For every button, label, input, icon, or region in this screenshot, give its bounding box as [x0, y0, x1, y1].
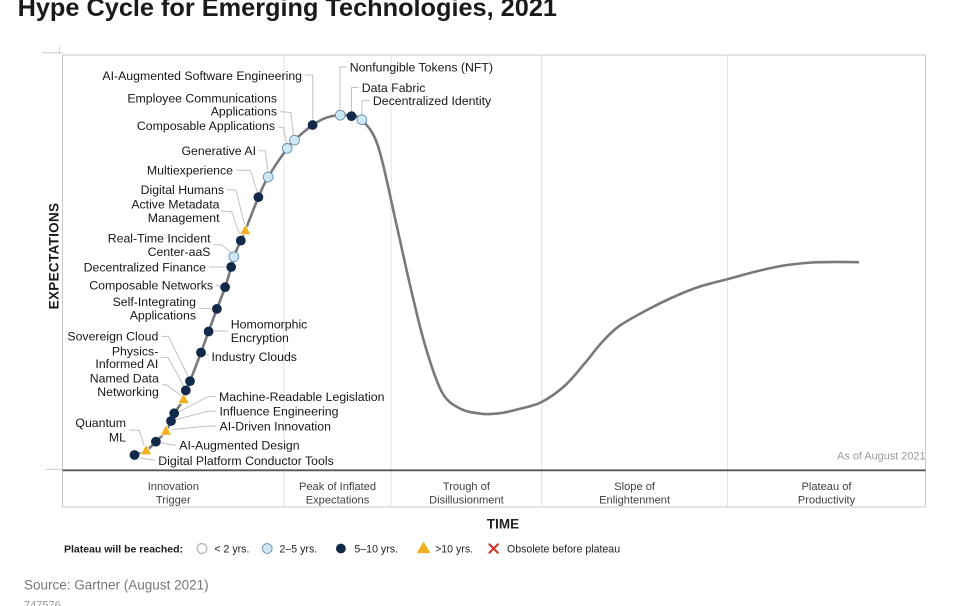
svg-text:Influence Engineering: Influence Engineering [220, 405, 339, 419]
svg-text:2–5 yrs.: 2–5 yrs. [280, 544, 318, 556]
svg-text:Generative AI: Generative AI [181, 144, 256, 158]
svg-text:747576: 747576 [24, 600, 61, 606]
svg-text:Multiexperience: Multiexperience [147, 163, 233, 177]
svg-text:Productivity: Productivity [798, 495, 856, 507]
svg-text:AI-Augmented Design: AI-Augmented Design [179, 439, 299, 453]
svg-text:Expectations: Expectations [306, 495, 370, 507]
svg-text:Encryption: Encryption [231, 331, 289, 345]
svg-text:Trigger: Trigger [156, 495, 191, 507]
svg-text:Innovation: Innovation [148, 481, 199, 493]
svg-text:Networking: Networking [97, 385, 159, 399]
svg-text:Plateau of: Plateau of [802, 481, 853, 493]
svg-text:Hype Cycle for Emerging Techno: Hype Cycle for Emerging Technologies, 20… [18, 0, 557, 22]
svg-text:Composable Applications: Composable Applications [137, 119, 275, 133]
svg-text:Disillusionment: Disillusionment [429, 495, 504, 507]
svg-text:TIME: TIME [487, 517, 519, 532]
svg-text:Applications: Applications [130, 308, 196, 322]
svg-text:Digital Humans: Digital Humans [141, 183, 224, 197]
svg-text:>10 yrs.: >10 yrs. [435, 544, 473, 556]
svg-text:Industry Clouds: Industry Clouds [212, 350, 297, 364]
svg-text:Quantum: Quantum [75, 416, 126, 430]
svg-text:Applications: Applications [211, 105, 277, 119]
svg-text:Center-aaS: Center-aaS [148, 245, 211, 259]
svg-text:Decentralized Finance: Decentralized Finance [84, 260, 207, 274]
svg-text:Composable Networks: Composable Networks [89, 278, 213, 292]
svg-text:Enlightenment: Enlightenment [599, 495, 670, 507]
svg-text:Trough of: Trough of [443, 481, 491, 493]
svg-text:5–10 yrs.: 5–10 yrs. [354, 544, 398, 556]
svg-text:Obsolete before plateau: Obsolete before plateau [507, 544, 620, 556]
svg-text:Homomorphic: Homomorphic [231, 318, 308, 332]
svg-text:AI-Augmented Software Engineer: AI-Augmented Software Engineering [102, 69, 302, 83]
svg-text:Named Data: Named Data [90, 371, 159, 385]
svg-text:Sovereign Cloud: Sovereign Cloud [67, 330, 158, 344]
svg-text:AI-Driven Innovation: AI-Driven Innovation [220, 419, 332, 433]
svg-text:EXPECTATIONS: EXPECTATIONS [47, 203, 62, 310]
svg-text:< 2 yrs.: < 2 yrs. [214, 544, 249, 556]
svg-text:Management: Management [148, 211, 220, 225]
svg-text:Decentralized Identity: Decentralized Identity [373, 94, 492, 108]
svg-text:As of August 2021: As of August 2021 [837, 451, 925, 463]
svg-text:Informed AI: Informed AI [95, 357, 158, 371]
svg-text:Digital Platform Conductor Too: Digital Platform Conductor Tools [158, 454, 333, 468]
svg-text:Self-Integrating: Self-Integrating [113, 295, 197, 309]
svg-text:Peak of Inflated: Peak of Inflated [299, 481, 376, 493]
svg-text:Active Metadata: Active Metadata [131, 197, 219, 211]
svg-text:Nonfungible Tokens (NFT): Nonfungible Tokens (NFT) [350, 60, 493, 74]
svg-text:Source: Gartner (August 2021): Source: Gartner (August 2021) [24, 578, 209, 593]
svg-text:Employee Communications: Employee Communications [127, 92, 277, 106]
svg-text:Plateau will be reached:: Plateau will be reached: [64, 544, 183, 556]
svg-text:Data Fabric: Data Fabric [362, 81, 426, 95]
svg-text:ML: ML [109, 430, 126, 444]
svg-text:Machine-Readable Legislation: Machine-Readable Legislation [219, 390, 385, 404]
svg-text:Real-Time Incident: Real-Time Incident [108, 231, 211, 245]
svg-text:Slope of: Slope of [614, 481, 656, 493]
svg-text:Physics-: Physics- [112, 344, 158, 358]
